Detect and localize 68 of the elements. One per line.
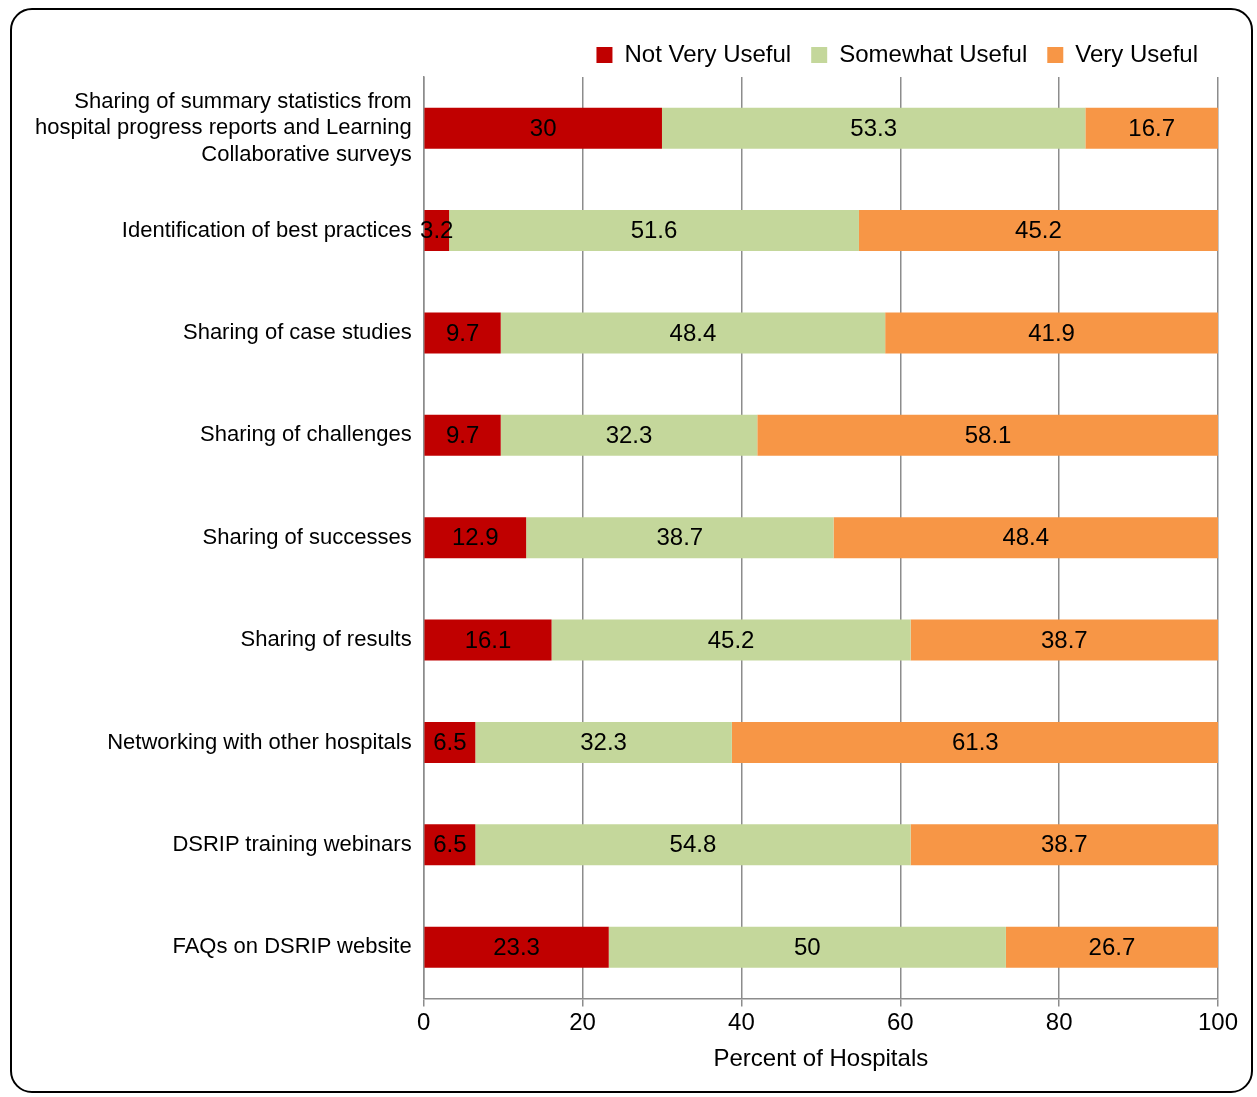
data-label: 32.3 <box>580 728 627 756</box>
data-label: 38.7 <box>1040 625 1088 653</box>
bar <box>424 926 609 968</box>
x-tick-label: 100 <box>1197 1008 1239 1036</box>
bar <box>1005 926 1218 968</box>
x-tick-label: 80 <box>1045 1008 1073 1036</box>
data-label: 6.5 <box>433 830 467 858</box>
data-label: 38.7 <box>656 523 704 551</box>
legend-label: Not Very Useful <box>624 39 792 67</box>
y-tick-label: Sharing of results <box>240 626 412 652</box>
data-label: 12.9 <box>451 523 499 551</box>
bar <box>526 517 834 559</box>
bar <box>424 312 501 354</box>
bar <box>475 824 911 866</box>
x-tick-label: 40 <box>728 1008 755 1036</box>
data-label: 9.7 <box>445 420 480 448</box>
bar <box>500 312 886 354</box>
data-label: 6.5 <box>433 728 467 756</box>
legend-label: Somewhat Useful <box>839 39 1028 67</box>
legend-label: Very Useful <box>1075 39 1198 67</box>
data-label: 48.4 <box>1002 523 1050 551</box>
y-tick-label: DSRIP training webinars <box>172 830 412 856</box>
bar <box>757 414 1218 456</box>
x-tick-label: 60 <box>886 1008 914 1036</box>
data-label: 30 <box>529 113 557 141</box>
bar <box>424 414 501 456</box>
y-tick-label: Sharing of challenges <box>200 421 412 447</box>
bar <box>551 619 911 661</box>
bar <box>661 107 1086 149</box>
y-tick-label: Sharing of summary statistics from hospital progress reports and Learning Collaborative surveys <box>34 87 412 166</box>
data-label: 23.3 <box>493 932 540 960</box>
bar <box>910 824 1218 866</box>
data-label: 9.7 <box>445 318 480 346</box>
bar <box>833 517 1218 559</box>
data-label: 41.9 <box>1028 318 1075 346</box>
data-label: 38.7 <box>1040 830 1088 858</box>
y-tick-label: Networking with other hospitals <box>107 728 412 754</box>
x-tick-label: 20 <box>569 1008 596 1036</box>
x-tick-label: 0 <box>417 1008 431 1036</box>
y-tick-label: Sharing of successes <box>202 523 412 549</box>
bar <box>424 517 527 559</box>
data-label: 61.3 <box>951 728 999 756</box>
data-label: 32.3 <box>605 420 653 448</box>
data-label: 26.7 <box>1088 932 1136 960</box>
data-label: 45.2 <box>707 625 755 653</box>
bar <box>608 926 1006 968</box>
data-label: 50 <box>793 932 821 960</box>
y-tick-label: FAQs on DSRIP website <box>172 933 412 959</box>
data-label: 45.2 <box>1015 216 1062 244</box>
data-label: 58.1 <box>964 420 1012 448</box>
bar <box>424 107 662 149</box>
bar <box>885 312 1218 354</box>
bar <box>858 210 1218 252</box>
data-label: 48.4 <box>669 318 717 346</box>
bar <box>1085 107 1218 149</box>
bar <box>475 721 732 763</box>
data-label: 54.8 <box>669 830 717 858</box>
data-label: 16.1 <box>464 625 512 653</box>
y-tick-label: Identification of best practices <box>121 216 412 242</box>
x-axis-title: Percent of Hospitals <box>713 1044 929 1072</box>
bar <box>500 414 758 456</box>
bar <box>910 619 1218 661</box>
bar <box>731 721 1218 763</box>
bar <box>424 619 552 661</box>
data-label: 53.3 <box>850 113 898 141</box>
data-label: 51.6 <box>630 216 678 244</box>
data-label: 16.7 <box>1128 113 1176 141</box>
y-tick-label: Sharing of case studies <box>182 319 412 345</box>
